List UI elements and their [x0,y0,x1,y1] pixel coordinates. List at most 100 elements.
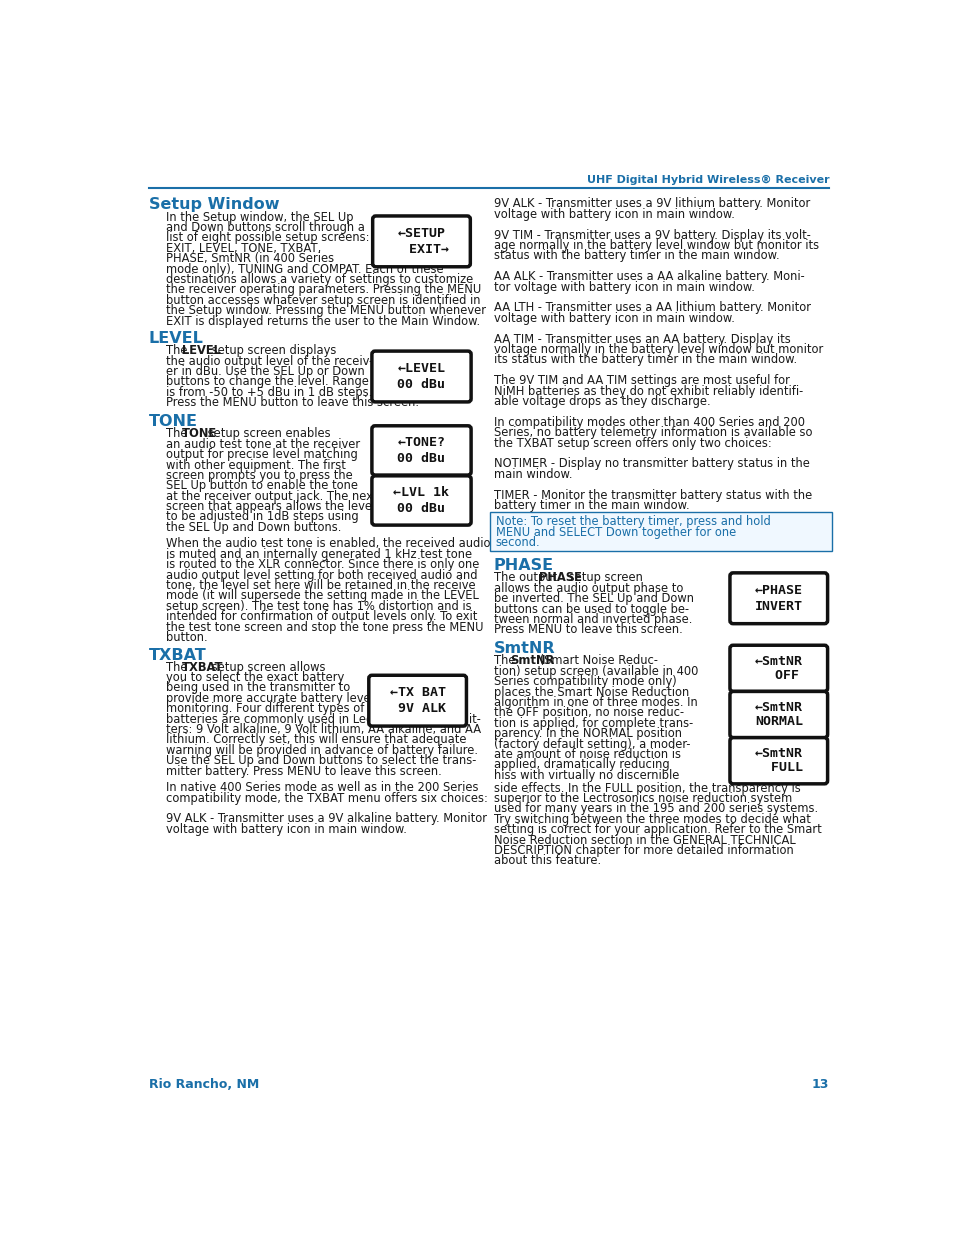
Text: MENU and SELECT Down together for one: MENU and SELECT Down together for one [496,526,736,538]
Text: the audio output level of the receiv-: the audio output level of the receiv- [166,354,373,368]
Text: screen that appears allows the level: screen that appears allows the level [166,500,375,513]
Text: ←SmtNR: ←SmtNR [754,655,801,668]
Text: Setup Window: Setup Window [149,198,279,212]
Text: Try switching between the three modes to decide what: Try switching between the three modes to… [493,813,810,826]
Text: being used in the transmitter to: being used in the transmitter to [166,682,350,694]
Text: tor voltage with battery icon in main window.: tor voltage with battery icon in main wi… [493,280,754,294]
Text: 13: 13 [811,1078,828,1092]
Text: The: The [493,655,518,667]
Text: ←SmtNR: ←SmtNR [754,747,801,760]
Text: side effects. In the FULL position, the transparency is: side effects. In the FULL position, the … [493,782,800,794]
Text: destinations allows a variety of settings to customize: destinations allows a variety of setting… [166,273,473,287]
Text: ←SETUP: ←SETUP [397,227,445,240]
Text: Note: To reset the battery timer, press and hold: Note: To reset the battery timer, press … [496,515,770,529]
Text: setup screen: setup screen [564,572,642,584]
Text: hiss with virtually no discernible: hiss with virtually no discernible [493,769,679,782]
Text: tion is applied, for complete trans-: tion is applied, for complete trans- [493,716,692,730]
Text: places the Smart Noise Reduction: places the Smart Noise Reduction [493,685,688,699]
Text: ←TONE?: ←TONE? [397,436,445,450]
Text: ←LEVEL: ←LEVEL [397,362,445,375]
Text: age normally in the battery level window but monitor its: age normally in the battery level window… [493,240,818,252]
Text: (factory default setting), a moder-: (factory default setting), a moder- [493,737,689,751]
Text: In native 400 Series mode as well as in the 200 Series: In native 400 Series mode as well as in … [166,782,477,794]
Text: voltage normally in the battery level window but monitor: voltage normally in the battery level wi… [493,343,821,356]
Text: NORMAL: NORMAL [754,715,801,729]
Text: In compatibility modes other than 400 Series and 200: In compatibility modes other than 400 Se… [493,416,803,429]
Text: compatibility mode, the TXBAT menu offers six choices:: compatibility mode, the TXBAT menu offer… [166,792,487,804]
Text: FULL: FULL [754,762,801,774]
Text: 9V TIM - Transmitter uses a 9V battery. Display its volt-: 9V TIM - Transmitter uses a 9V battery. … [493,228,810,242]
Text: algorithm in one of three modes. In: algorithm in one of three modes. In [493,697,697,709]
Text: Rio Rancho, NM: Rio Rancho, NM [149,1078,258,1092]
Text: allows the audio output phase to: allows the audio output phase to [493,582,682,595]
Text: mode (it will supersede the setting made in the LEVEL: mode (it will supersede the setting made… [166,589,478,603]
Text: SmtNR: SmtNR [509,655,554,667]
Text: The: The [166,427,191,441]
Text: batteries are commonly used in Lectrosonics transmit-: batteries are commonly used in Lectroson… [166,713,480,726]
Text: 9V ALK - Transmitter uses a 9V alkaline battery. Monitor: 9V ALK - Transmitter uses a 9V alkaline … [166,813,486,825]
Text: button accesses whatever setup screen is identified in: button accesses whatever setup screen is… [166,294,479,306]
Text: AA TIM - Transmitter uses an AA battery. Display its: AA TIM - Transmitter uses an AA battery.… [493,332,789,346]
Text: DESCRIPTION chapter for more detailed information: DESCRIPTION chapter for more detailed in… [493,844,793,857]
Text: setup screen). The test tone has 1% distortion and is: setup screen). The test tone has 1% dist… [166,600,471,613]
Text: voltage with battery icon in main window.: voltage with battery icon in main window… [493,207,734,221]
Text: the OFF position, no noise reduc-: the OFF position, no noise reduc- [493,706,683,720]
Text: at the receiver output jack. The next: at the receiver output jack. The next [166,490,376,503]
Text: setup screen allows: setup screen allows [208,661,326,673]
Text: the receiver operating parameters. Pressing the MENU: the receiver operating parameters. Press… [166,283,480,296]
FancyBboxPatch shape [372,475,471,525]
Text: TXBAT: TXBAT [182,661,223,673]
Text: parency. In the NORMAL position: parency. In the NORMAL position [493,727,680,740]
Text: AA LTH - Transmitter uses a AA lithium battery. Monitor: AA LTH - Transmitter uses a AA lithium b… [493,301,810,315]
Text: buttons can be used to toggle be-: buttons can be used to toggle be- [493,603,688,615]
Text: the Setup window. Pressing the MENU button whenever: the Setup window. Pressing the MENU butt… [166,304,485,317]
Text: TIMER - Monitor the transmitter battery status with the: TIMER - Monitor the transmitter battery … [493,489,811,501]
Text: lithium. Correctly set, this will ensure that adequate: lithium. Correctly set, this will ensure… [166,734,466,746]
Text: button.: button. [166,631,207,643]
FancyBboxPatch shape [729,645,827,692]
Text: PHASE, SmtNR (in 400 Series: PHASE, SmtNR (in 400 Series [166,252,334,266]
Text: UHF Digital Hybrid Wireless® Receiver: UHF Digital Hybrid Wireless® Receiver [586,175,828,185]
FancyBboxPatch shape [729,573,827,624]
Text: (Smart Noise Reduc-: (Smart Noise Reduc- [536,655,658,667]
Text: setup screen displays: setup screen displays [208,345,335,357]
Text: Noise Reduction section in the GENERAL TECHNICAL: Noise Reduction section in the GENERAL T… [493,834,795,846]
Text: setup screen enables: setup screen enables [204,427,330,441]
Text: In the Setup window, the SEL Up: In the Setup window, the SEL Up [166,211,353,224]
Text: output for precise level matching: output for precise level matching [166,448,357,461]
Text: TONE: TONE [149,414,197,430]
Text: TONE: TONE [182,427,217,441]
Text: When the audio test tone is enabled, the received audio: When the audio test tone is enabled, the… [166,537,490,551]
FancyBboxPatch shape [729,737,827,784]
Text: PHASE: PHASE [493,558,553,573]
Text: audio output level setting for both received audio and: audio output level setting for both rece… [166,568,476,582]
Text: second.: second. [496,536,540,550]
Text: is muted and an internally generated 1 kHz test tone: is muted and an internally generated 1 k… [166,548,472,561]
Text: ←TX BAT: ←TX BAT [389,687,445,699]
Text: NiMH batteries as they do not exhibit reliably identifi-: NiMH batteries as they do not exhibit re… [493,384,802,398]
Text: the SEL Up and Down buttons.: the SEL Up and Down buttons. [166,521,341,534]
Text: mitter battery. Press MENU to leave this screen.: mitter battery. Press MENU to leave this… [166,764,441,778]
Text: The: The [166,661,191,673]
Text: Series, no battery telemetry information is available so: Series, no battery telemetry information… [493,426,811,440]
Text: EXIT→: EXIT→ [393,243,449,256]
Text: ters: 9 Volt alkaline, 9 Volt lithium, AA alkaline, and AA: ters: 9 Volt alkaline, 9 Volt lithium, A… [166,722,480,736]
Text: is from -50 to +5 dBu in 1 dB steps.: is from -50 to +5 dBu in 1 dB steps. [166,385,372,399]
Text: 00 dBu: 00 dBu [397,378,445,391]
Text: Press the MENU button to leave this screen.: Press the MENU button to leave this scre… [166,396,418,409]
Text: provide more accurate battery level: provide more accurate battery level [166,692,374,705]
Text: SEL Up button to enable the tone: SEL Up button to enable the tone [166,479,357,493]
Text: is routed to the XLR connector. Since there is only one: is routed to the XLR connector. Since th… [166,558,478,572]
Text: tion) setup screen (available in 400: tion) setup screen (available in 400 [493,664,698,678]
Text: 9V ALK: 9V ALK [389,703,445,715]
Text: TXBAT: TXBAT [149,647,206,662]
Text: PHASE: PHASE [537,572,580,584]
Text: and Down buttons scroll through a: and Down buttons scroll through a [166,221,364,233]
Text: status with the battery timer in the main window.: status with the battery timer in the mai… [493,249,779,263]
Text: be inverted. The SEL Up and Down: be inverted. The SEL Up and Down [493,592,693,605]
Text: mode only), TUNING and COMPAT. Each of these: mode only), TUNING and COMPAT. Each of t… [166,263,443,275]
Text: The 9V TIM and AA TIM settings are most useful for: The 9V TIM and AA TIM settings are most … [493,374,789,388]
FancyBboxPatch shape [372,351,471,401]
Text: EXIT, LEVEL, TONE, TXBAT,: EXIT, LEVEL, TONE, TXBAT, [166,242,320,254]
Text: The output: The output [493,572,559,584]
